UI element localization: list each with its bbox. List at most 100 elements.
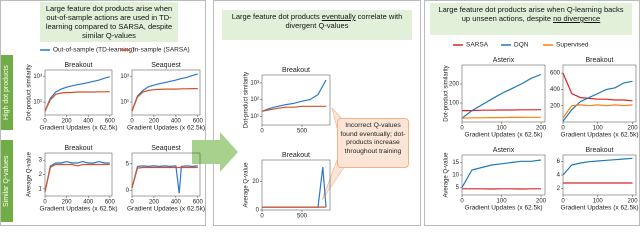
- callout: Incorrect Q-values found eventually; dot…: [337, 118, 409, 168]
- data-line: [562, 72, 633, 102]
- x-tick-label: 200: [536, 199, 547, 205]
- x-tick-label: 0: [130, 200, 134, 206]
- x-tick-label: 400: [171, 200, 182, 206]
- chart-title: Asterix: [493, 57, 515, 64]
- chart-canvas: Out-of-sample (TD-learning)In-sample (SA…: [0, 0, 640, 226]
- plot-area: [461, 64, 546, 123]
- x-tick-label: 200: [536, 126, 547, 132]
- x-axis-label: Gradient Updates (x 62.5k): [127, 125, 205, 132]
- data-line: [131, 165, 198, 194]
- y-tick-label: 4: [557, 173, 561, 179]
- y-tick-label: 200: [550, 103, 561, 109]
- chart-title: Breakout: [585, 57, 613, 64]
- plot-area: [44, 152, 113, 197]
- header-underlined: no divergence: [553, 14, 601, 23]
- chart-title: Breakout: [282, 67, 310, 74]
- data-line: [131, 88, 198, 112]
- y-tick-label: 10³: [120, 74, 129, 80]
- data-line: [461, 73, 542, 119]
- x-tick-label: 0: [260, 129, 264, 135]
- y-axis-label: Average Q-value: [244, 162, 250, 208]
- x-tick-label: 600: [193, 200, 204, 206]
- legend-label: In-sample (SARSA): [133, 47, 190, 54]
- chart-title: Breakout: [585, 147, 613, 154]
- x-tick-label: 400: [83, 200, 94, 206]
- y-tick-label: 20: [252, 179, 259, 185]
- data-line: [262, 167, 327, 208]
- y-tick-label: 1: [39, 186, 43, 192]
- x-tick-label: 400: [171, 119, 182, 125]
- x-axis-label: Gradient Updates (x 62.5k): [464, 132, 542, 139]
- header-text: Large feature dot products: [231, 12, 320, 21]
- y-tick-label: 10¹: [250, 114, 259, 120]
- plot-area: [261, 74, 331, 126]
- y-tick-label: 5: [456, 185, 460, 191]
- data-line: [461, 159, 542, 188]
- legend-label: DQN: [514, 42, 529, 49]
- x-tick-label: 0: [43, 200, 47, 206]
- y-tick-label: 10³: [33, 74, 42, 80]
- panel-border: [0, 0, 206, 226]
- x-tick-label: 0: [43, 119, 47, 125]
- x-tick-label: 200: [62, 200, 73, 206]
- plot-area: [44, 69, 113, 116]
- x-axis-label: Gradient Updates (x 62.5k): [464, 205, 542, 212]
- x-tick-label: 100: [593, 126, 604, 132]
- data-line: [261, 79, 327, 112]
- y-axis-label: Average Q-value: [444, 152, 450, 198]
- plot-area: [131, 69, 201, 116]
- data-line: [131, 73, 198, 112]
- y-tick-label: 10¹: [120, 100, 129, 106]
- y-axis-label: Dot-product similarity: [244, 72, 250, 128]
- x-tick-label: 400: [83, 119, 94, 125]
- x-tick-label: 500: [297, 129, 308, 135]
- data-line: [44, 163, 110, 192]
- data-line: [461, 116, 541, 119]
- x-tick-label: 0: [130, 119, 134, 125]
- y-axis-label: Average Q-value: [27, 151, 33, 197]
- y-axis-label: Dot-product similarity: [27, 64, 33, 120]
- data-line: [44, 91, 110, 112]
- x-tick-label: 200: [62, 119, 73, 125]
- header-underlined: eventually: [321, 12, 356, 21]
- x-tick-label: 200: [149, 200, 160, 206]
- arrow: [192, 132, 238, 172]
- x-tick-label: 0: [460, 199, 464, 205]
- x-axis-label: Gradient Updates (x 62.5k): [39, 125, 117, 132]
- plot-area: [131, 152, 201, 197]
- data-line: [44, 160, 110, 192]
- x-tick-label: 200: [628, 126, 639, 132]
- x-tick-label: 0: [460, 126, 464, 132]
- data-line: [462, 109, 542, 112]
- row-label: Similar Q-values: [1, 140, 13, 222]
- chart-title: Breakout: [64, 145, 92, 152]
- x-axis-label: Gradient Updates (x 62.5k): [127, 206, 205, 213]
- x-tick-label: 0: [561, 126, 565, 132]
- y-tick-label: 10: [452, 173, 459, 179]
- chart-title: Breakout: [282, 152, 310, 159]
- y-tick-label: 3: [39, 158, 43, 164]
- x-tick-label: 500: [297, 214, 308, 220]
- y-tick-label: 600: [550, 71, 561, 77]
- x-tick-label: 200: [628, 199, 639, 205]
- panel-header: Large feature dot products arise when Q-…: [430, 3, 632, 35]
- data-line: [131, 166, 198, 189]
- x-tick-label: 600: [105, 200, 116, 206]
- y-tick-label: 2: [39, 172, 43, 178]
- legend-label: SARSA: [466, 42, 489, 49]
- figure: Out-of-sample (TD-learning) In-sample (SA…: [0, 0, 640, 226]
- y-tick-label: 5: [126, 161, 130, 167]
- header-text: correlate with divergent Q-values: [285, 12, 403, 30]
- x-tick-label: 0: [260, 214, 264, 220]
- panel-border: [213, 0, 421, 226]
- x-tick-label: 600: [193, 119, 204, 125]
- header-text: Large feature dot products arise when ou…: [45, 4, 173, 40]
- x-axis-label: Gradient Updates (x 62.5k): [560, 205, 638, 212]
- legend-label: Supervised: [556, 42, 589, 49]
- x-tick-label: 600: [105, 119, 116, 125]
- x-axis-label: Gradient Updates (x 62.5k): [560, 132, 638, 139]
- x-tick-label: 0: [561, 199, 565, 205]
- panel-header: Large feature dot products arise when ou…: [40, 2, 178, 42]
- chart-title: Breakout: [64, 62, 92, 69]
- header-text: Large feature dot products arise when Q-…: [438, 5, 624, 23]
